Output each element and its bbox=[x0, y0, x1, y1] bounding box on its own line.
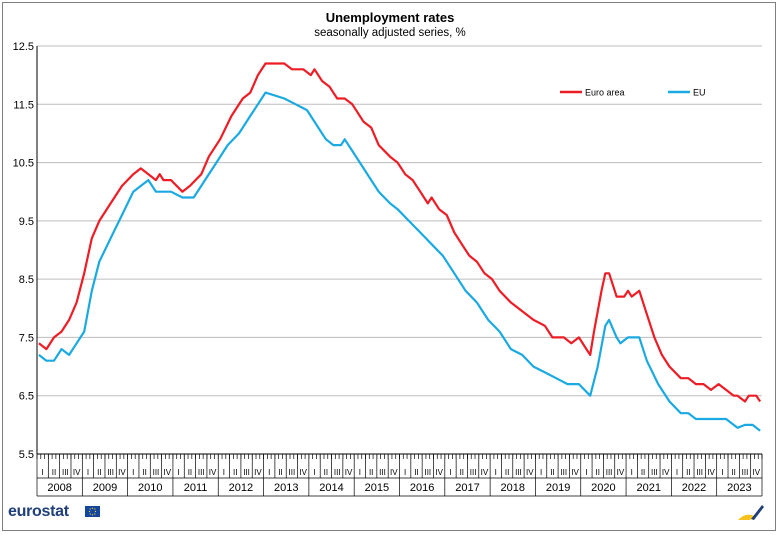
y-tick-label: 7.5 bbox=[19, 332, 34, 344]
quarter-label: III bbox=[696, 468, 703, 477]
y-tick-label: 8.5 bbox=[19, 274, 34, 286]
quarter-label: III bbox=[107, 468, 114, 477]
quarter-label: II bbox=[369, 468, 373, 477]
quarter-label: I bbox=[585, 468, 587, 477]
legend-label-euro-area: Euro area bbox=[585, 88, 625, 98]
quarter-label: III bbox=[424, 468, 431, 477]
quarter-label: I bbox=[177, 468, 179, 477]
y-tick-label: 11.5 bbox=[13, 99, 34, 111]
quarter-label: I bbox=[721, 468, 723, 477]
year-label: 2010 bbox=[138, 482, 162, 494]
year-label: 2019 bbox=[546, 482, 570, 494]
quarter-label: II bbox=[142, 468, 146, 477]
quarter-label: I bbox=[449, 468, 451, 477]
quarter-label: I bbox=[313, 468, 315, 477]
y-tick-label: 10.5 bbox=[13, 158, 34, 170]
quarter-label: I bbox=[540, 468, 542, 477]
year-label: 2014 bbox=[319, 482, 343, 494]
quarter-label: IV bbox=[435, 468, 443, 477]
y-tick-label: 12.5 bbox=[13, 41, 34, 53]
quarter-label: II bbox=[278, 468, 282, 477]
quarter-label: IV bbox=[481, 468, 489, 477]
quarter-label: I bbox=[359, 468, 361, 477]
quarter-label: I bbox=[631, 468, 633, 477]
quarter-label: III bbox=[243, 468, 250, 477]
quarter-label: II bbox=[52, 468, 56, 477]
quarter-label: II bbox=[324, 468, 328, 477]
quarter-label: I bbox=[132, 468, 134, 477]
quarter-label: IV bbox=[163, 468, 171, 477]
quarter-label: IV bbox=[299, 468, 307, 477]
series-line-euro-area bbox=[38, 62, 762, 403]
quarter-label: III bbox=[515, 468, 522, 477]
quarter-label: III bbox=[651, 468, 658, 477]
year-label: 2011 bbox=[184, 482, 208, 494]
y-tick-label: 6.5 bbox=[19, 391, 34, 403]
quarter-label: III bbox=[470, 468, 477, 477]
quarter-label: IV bbox=[118, 468, 126, 477]
year-label: 2021 bbox=[636, 482, 660, 494]
year-label: 2023 bbox=[727, 482, 751, 494]
quarter-label: IV bbox=[662, 468, 670, 477]
quarter-label: IV bbox=[753, 468, 761, 477]
quarter-label: IV bbox=[390, 468, 398, 477]
quarter-label: II bbox=[550, 468, 554, 477]
quarter-label: IV bbox=[345, 468, 353, 477]
quarter-label: II bbox=[686, 468, 690, 477]
year-label: 2016 bbox=[410, 482, 434, 494]
quarter-label: III bbox=[289, 468, 296, 477]
y-tick-label: 9.5 bbox=[19, 216, 34, 228]
year-label: 2018 bbox=[501, 482, 525, 494]
quarter-label: I bbox=[42, 468, 44, 477]
quarter-label: II bbox=[97, 468, 101, 477]
quarter-label: III bbox=[379, 468, 386, 477]
quarter-label: I bbox=[223, 468, 225, 477]
quarter-label: I bbox=[87, 468, 89, 477]
quarter-label: III bbox=[334, 468, 341, 477]
year-label: 2020 bbox=[591, 482, 615, 494]
quarter-label: III bbox=[198, 468, 205, 477]
year-label: 2012 bbox=[229, 482, 253, 494]
quarter-label: II bbox=[188, 468, 192, 477]
quarter-label: II bbox=[641, 468, 645, 477]
quarter-label: IV bbox=[254, 468, 262, 477]
quarter-label: IV bbox=[571, 468, 579, 477]
quarter-label: I bbox=[495, 468, 497, 477]
year-label: 2015 bbox=[365, 482, 389, 494]
year-label: 2013 bbox=[274, 482, 298, 494]
year-label: 2009 bbox=[93, 482, 117, 494]
quarter-label: I bbox=[404, 468, 406, 477]
chart-subtitle: seasonally adjusted series, % bbox=[314, 27, 466, 39]
quarter-label: III bbox=[606, 468, 613, 477]
quarter-label: III bbox=[62, 468, 69, 477]
quarter-label: II bbox=[460, 468, 464, 477]
quarter-label: I bbox=[676, 468, 678, 477]
quarter-label: III bbox=[560, 468, 567, 477]
chart-title: Unemployment rates bbox=[325, 10, 455, 25]
series-line-eu bbox=[38, 91, 761, 432]
year-label: 2022 bbox=[682, 482, 706, 494]
quarter-label: II bbox=[414, 468, 418, 477]
quarter-label: IV bbox=[707, 468, 715, 477]
quarter-label: IV bbox=[209, 468, 217, 477]
quarter-label: I bbox=[268, 468, 270, 477]
quarter-label: II bbox=[233, 468, 237, 477]
eu-flag-icon bbox=[85, 506, 100, 517]
quarter-label: II bbox=[505, 468, 509, 477]
quarter-label: IV bbox=[617, 468, 625, 477]
eurostat-swoosh-icon bbox=[736, 502, 766, 529]
quarter-label: III bbox=[153, 468, 160, 477]
eurostat-logo-text: eurostat bbox=[8, 503, 69, 520]
quarter-label: II bbox=[731, 468, 735, 477]
y-tick-label: 5.5 bbox=[19, 449, 34, 461]
quarter-label: III bbox=[742, 468, 749, 477]
year-label: 2017 bbox=[455, 482, 479, 494]
quarter-label: IV bbox=[526, 468, 534, 477]
legend-label-eu: EU bbox=[693, 88, 706, 98]
year-label: 2008 bbox=[47, 482, 71, 494]
quarter-label: II bbox=[596, 468, 600, 477]
quarter-label: IV bbox=[73, 468, 81, 477]
